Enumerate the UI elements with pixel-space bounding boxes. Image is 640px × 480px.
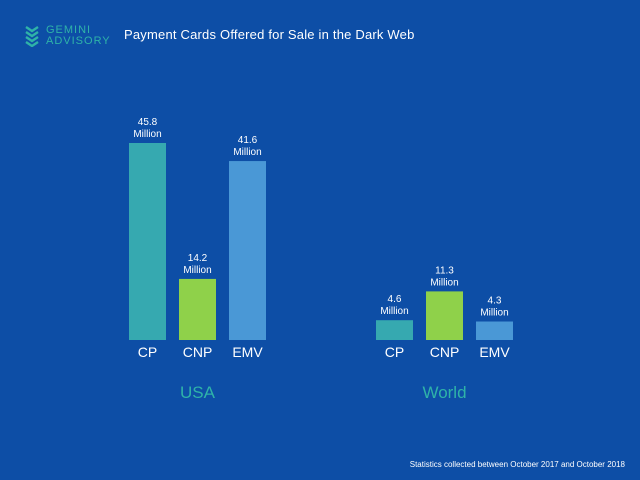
data-unit-world-cp: Million [380, 306, 408, 317]
data-label-world-cnp: 11.3 [435, 265, 454, 276]
tick-label-world-emv: EMV [479, 344, 510, 360]
bar-world-emv [476, 321, 513, 340]
bar-usa-cp [129, 143, 166, 340]
data-unit-world-cnp: Million [430, 277, 458, 288]
group-label-world: World [422, 383, 466, 402]
logo-line-1: GEMINI [46, 24, 92, 36]
data-label-world-cp: 4.6 [388, 294, 402, 305]
data-unit-usa-cp: Million [133, 129, 161, 140]
tick-label-world-cnp: CNP [430, 344, 460, 360]
bar-usa-cnp [179, 278, 216, 340]
logo-line-2: ADVISORY [46, 35, 111, 47]
gemini-advisory-logo: GEMINI ADVISORY [24, 25, 111, 47]
tick-label-usa-cp: CP [138, 344, 157, 360]
bar-usa-emv [229, 161, 266, 340]
bar-world-cp [376, 320, 413, 340]
data-unit-usa-cnp: Million [183, 265, 211, 276]
footnote: Statistics collected between October 201… [409, 460, 625, 469]
data-label-world-emv: 4.3 [488, 296, 502, 307]
data-unit-world-emv: Million [480, 308, 508, 319]
bar-world-cnp [426, 291, 463, 340]
tick-label-usa-emv: EMV [232, 344, 263, 360]
data-label-usa-cnp: 14.2 [188, 253, 208, 264]
tick-label-usa-cnp: CNP [183, 344, 213, 360]
data-unit-usa-emv: Million [233, 147, 261, 158]
chart-title: Payment Cards Offered for Sale in the Da… [124, 27, 415, 42]
data-label-usa-cp: 45.8 [138, 117, 158, 128]
tick-label-world-cp: CP [385, 344, 404, 360]
group-label-usa: USA [180, 383, 216, 402]
data-label-usa-emv: 41.6 [238, 135, 258, 146]
chevron-stack-icon [25, 26, 39, 47]
